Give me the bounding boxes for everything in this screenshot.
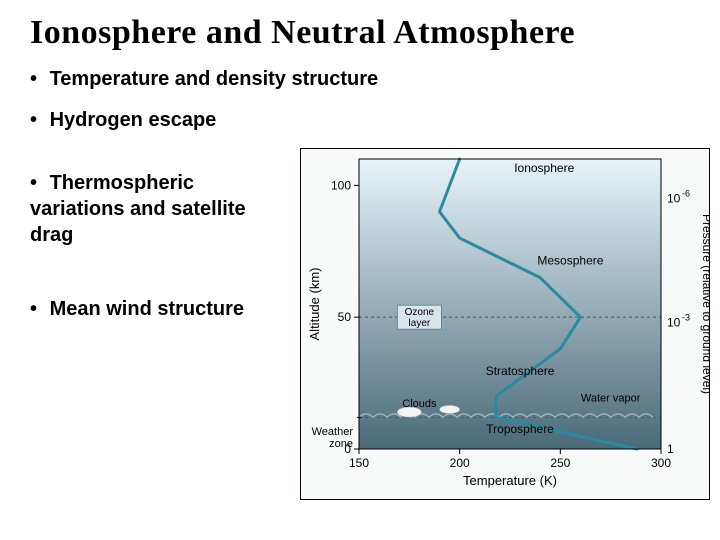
bullet-1: • Temperature and density structure [30, 68, 690, 91]
svg-text:Mesosphere: Mesosphere [537, 253, 603, 267]
svg-text:Clouds: Clouds [402, 398, 437, 410]
svg-text:zone: zone [329, 438, 353, 450]
svg-text:Temperature (K): Temperature (K) [463, 473, 557, 488]
svg-text:layer: layer [409, 318, 431, 329]
svg-text:-3: -3 [682, 312, 690, 322]
svg-text:200: 200 [450, 456, 470, 470]
bullet-dot: • [30, 296, 44, 322]
bullet-2: • Hydrogen escape [30, 109, 690, 132]
left-item-1: • Thermospheric variations and satellite… [30, 170, 280, 248]
svg-text:Weather: Weather [312, 426, 354, 438]
svg-text:250: 250 [550, 456, 570, 470]
svg-text:Troposphere: Troposphere [486, 422, 554, 436]
svg-text:10: 10 [667, 315, 681, 329]
left-item-2-text: Mean wind structure [50, 298, 244, 320]
left-item-1-text: Thermospheric variations and satellite d… [30, 172, 246, 246]
svg-text:100: 100 [331, 178, 351, 192]
bullet-dot: • [30, 109, 44, 132]
left-item-2: • Mean wind structure [30, 296, 280, 322]
bullet-1-text: Temperature and density structure [50, 68, 379, 90]
bullet-2-text: Hydrogen escape [50, 109, 217, 131]
svg-text:1: 1 [667, 442, 674, 456]
atmosphere-diagram: 150200250300Temperature (K)050100Altitud… [300, 148, 710, 500]
slide: Ionosphere and Neutral Atmosphere • Temp… [0, 0, 720, 540]
svg-text:300: 300 [651, 456, 671, 470]
bullet-dot: • [30, 170, 44, 196]
svg-text:Pressure (relative to ground l: Pressure (relative to ground level) [700, 214, 709, 394]
svg-text:Ozone: Ozone [405, 307, 435, 318]
svg-text:Stratosphere: Stratosphere [486, 364, 555, 378]
bullet-dot: • [30, 68, 44, 91]
chart-svg: 150200250300Temperature (K)050100Altitud… [301, 149, 709, 499]
left-column: • Thermospheric variations and satellite… [30, 170, 280, 370]
slide-title: Ionosphere and Neutral Atmosphere [30, 14, 690, 52]
top-bullets: • Temperature and density structure • Hy… [30, 68, 690, 132]
svg-text:Water vapor: Water vapor [581, 393, 641, 405]
svg-text:50: 50 [338, 310, 352, 324]
svg-text:-6: -6 [682, 189, 690, 199]
svg-text:Ionosphere: Ionosphere [514, 161, 574, 175]
svg-text:150: 150 [349, 456, 369, 470]
svg-text:Altitude (km): Altitude (km) [307, 268, 322, 341]
svg-text:10: 10 [667, 192, 681, 206]
